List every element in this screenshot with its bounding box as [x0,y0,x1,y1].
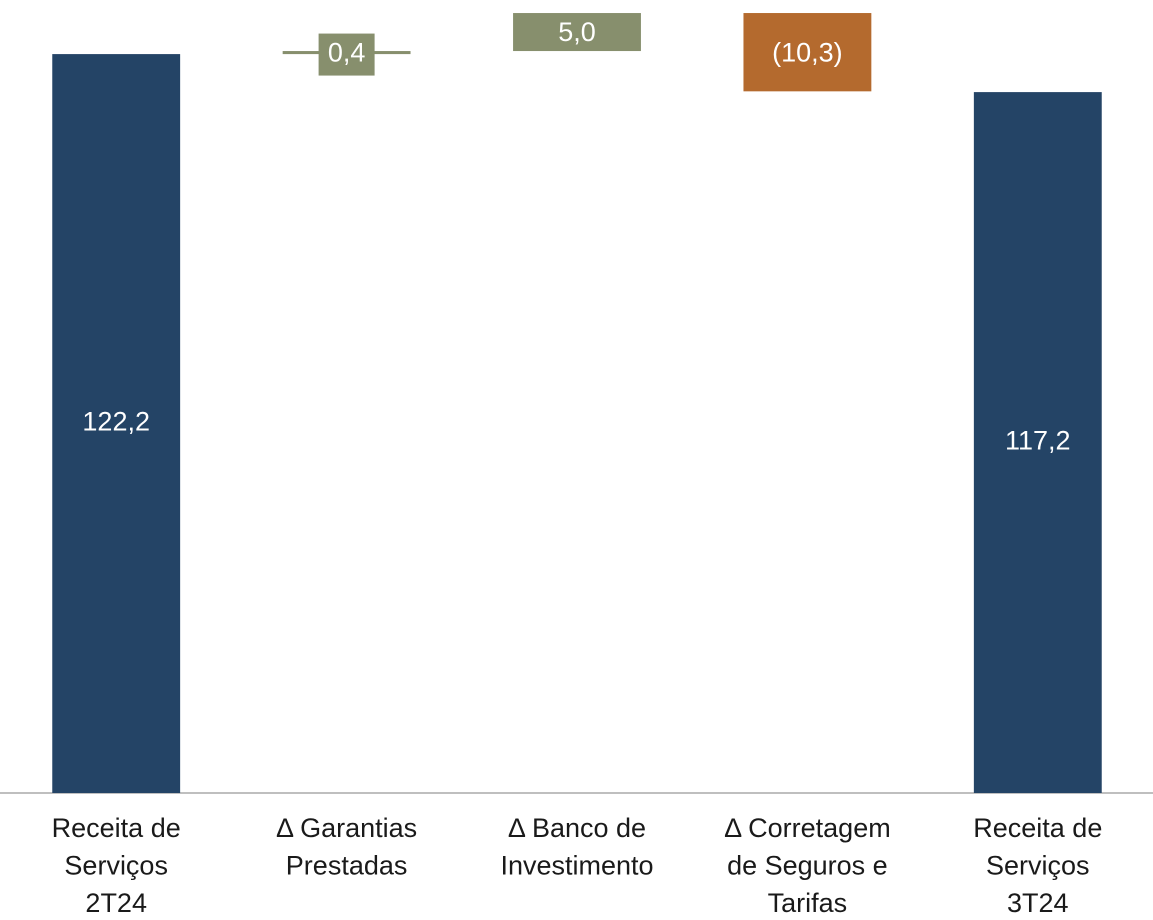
x-tick-label: Serviços [986,851,1090,881]
x-tick-label: 3T24 [1007,888,1069,918]
bar [973,92,1102,794]
value-label: 0,4 [328,38,366,68]
value-label: (10,3) [772,37,843,67]
x-tick-label: Δ Garantias [276,813,417,843]
value-label: 117,2 [1005,426,1071,456]
value-label: 5,0 [558,17,596,47]
bar [52,54,181,794]
x-tick-label: 2T24 [85,888,147,918]
value-label: 122,2 [82,407,150,437]
x-tick-label: de Seguros e [727,851,888,881]
x-tick-label: Receita de [52,813,181,843]
bar [743,13,872,92]
bar [513,13,641,52]
x-tick-label: Δ Corretagem [724,813,891,843]
label-background [318,33,375,76]
x-tick-label: Prestadas [286,851,408,881]
x-tick-label: Tarifas [768,888,848,918]
x-tick-label: Receita de [973,813,1102,843]
x-tick-label: Δ Banco de [508,813,646,843]
x-tick-label: Investimento [500,851,653,881]
x-tick-label: Serviços [64,851,168,881]
